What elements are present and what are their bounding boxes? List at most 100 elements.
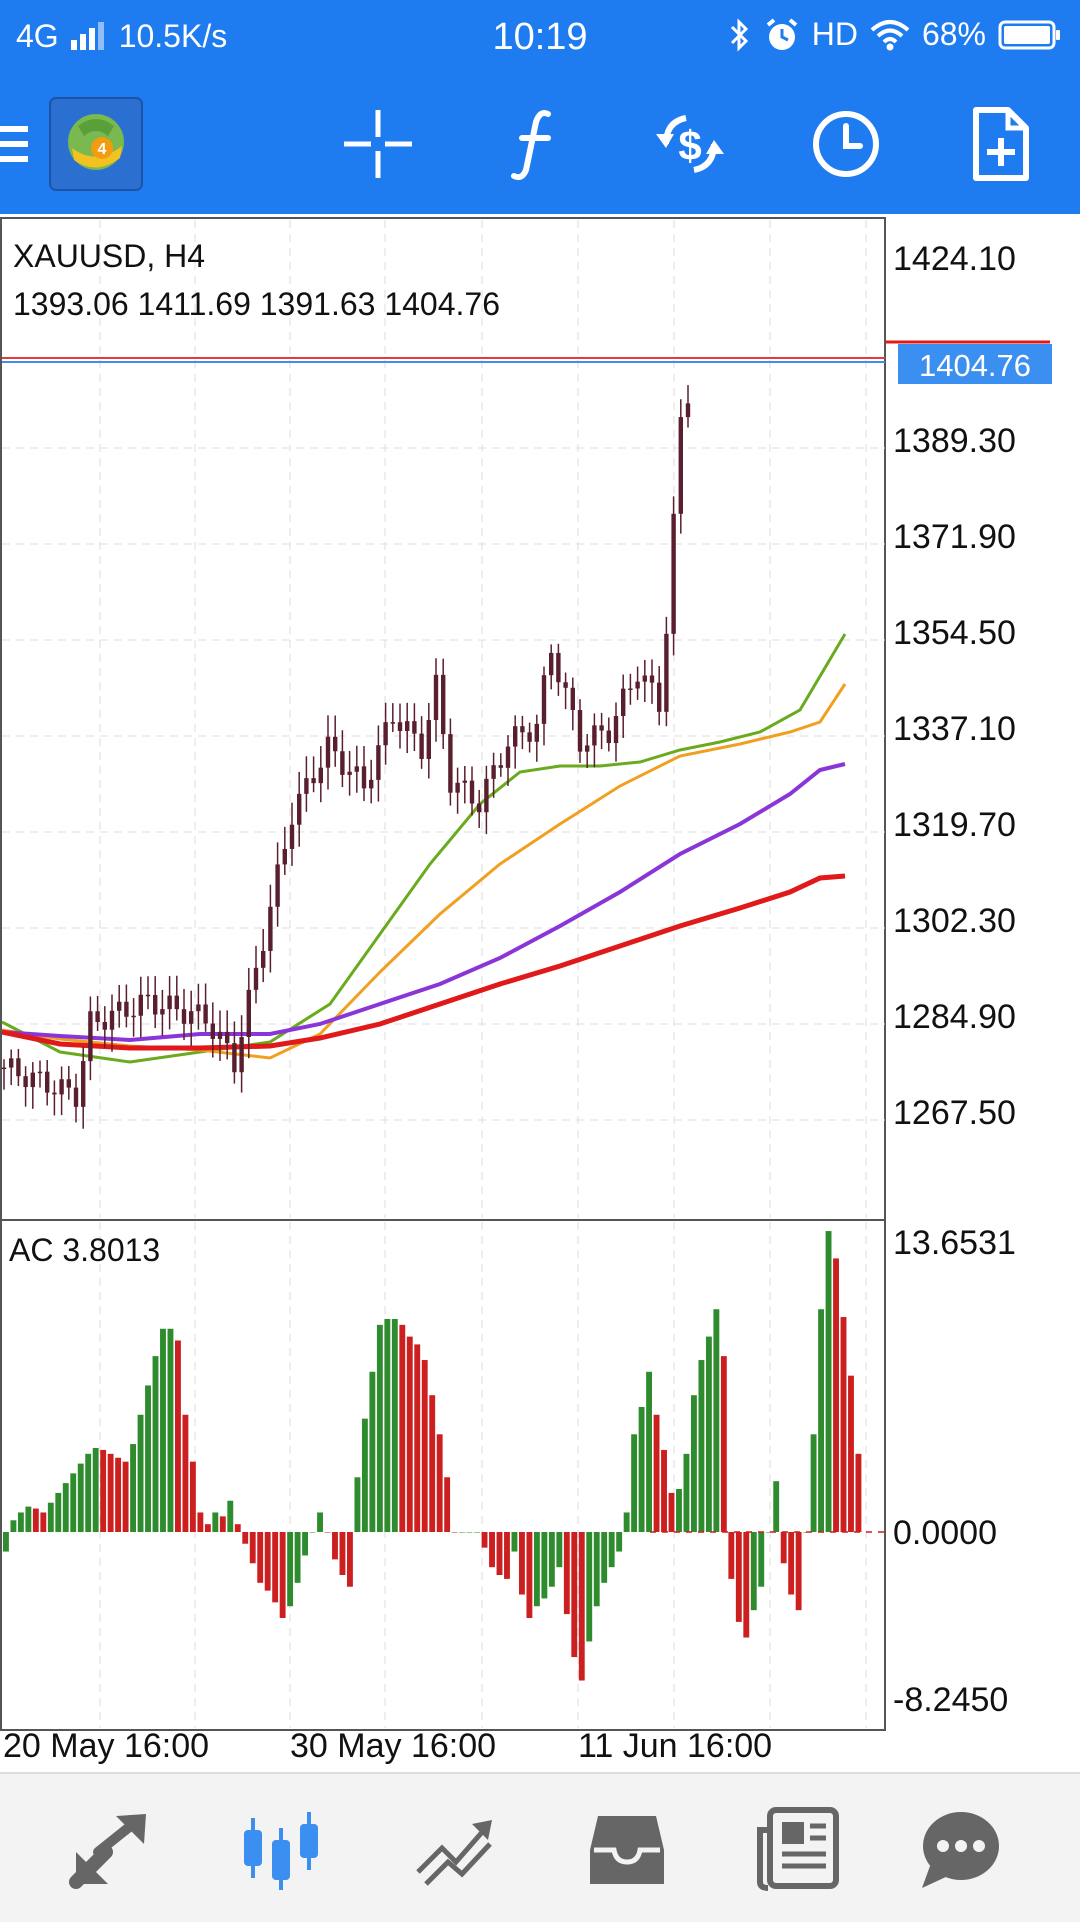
ac-bar: [294, 1532, 301, 1583]
candle-body: [621, 688, 626, 717]
ma-line: [1, 633, 847, 1064]
candle-body: [210, 1023, 215, 1039]
ac-bar: [347, 1532, 353, 1587]
candle-body: [9, 1058, 14, 1068]
ac-bar: [481, 1532, 488, 1548]
ac-bar: [788, 1532, 795, 1595]
candle-body: [145, 994, 151, 997]
ac-bar: [511, 1532, 518, 1552]
candle-body: [541, 675, 547, 724]
candle-body: [160, 1009, 165, 1015]
trade-icon[interactable]: [412, 1806, 498, 1892]
candle-body: [282, 848, 287, 865]
function-icon[interactable]: [496, 104, 576, 184]
price-tick: 1337.10: [893, 710, 1016, 748]
status-left: 4G 10.5K/s: [16, 18, 227, 55]
ac-bar: [496, 1532, 503, 1575]
news-icon[interactable]: [756, 1806, 842, 1892]
chat-icon[interactable]: [918, 1806, 1004, 1892]
ac-bar: [541, 1532, 548, 1599]
ac-bar: [780, 1532, 787, 1564]
ac-bar: [556, 1532, 563, 1568]
ac-bar: [646, 1371, 653, 1532]
candle-body: [527, 732, 532, 742]
candle-body: [577, 710, 583, 752]
ac-bar: [339, 1532, 346, 1575]
ac-bar: [309, 1532, 316, 1533]
chart-area[interactable]: 1404.76 XAUUSD, H4 1393.06 1411.69 1391.…: [0, 214, 1080, 1770]
ac-bar: [848, 1375, 854, 1532]
metatrader-logo[interactable]: 4: [48, 96, 144, 192]
price-chart[interactable]: 1404.76 XAUUSD, H4 1393.06 1411.69 1391.…: [0, 214, 1080, 1770]
candle-body: [73, 1087, 79, 1107]
candle-body: [685, 403, 691, 418]
ac-bar: [698, 1360, 705, 1532]
price-tick: 1371.90: [893, 518, 1016, 556]
ac-bar: [743, 1532, 750, 1638]
quotes-icon[interactable]: [68, 1806, 154, 1892]
ac-bar: [354, 1477, 361, 1532]
svg-text:4: 4: [98, 141, 107, 158]
grid-lines: [2, 220, 885, 1728]
ac-bar: [683, 1453, 690, 1532]
price-tick: 1389.30: [893, 422, 1016, 460]
candle-body: [657, 682, 662, 712]
ac-bar: [287, 1532, 294, 1607]
history-icon[interactable]: [584, 1806, 670, 1892]
ac-bar: [810, 1434, 817, 1532]
candle-body: [563, 682, 568, 688]
ac-bar: [332, 1532, 338, 1560]
ac-bar: [25, 1506, 32, 1532]
crosshair-icon[interactable]: [338, 104, 418, 184]
ac-bar: [152, 1356, 159, 1532]
ac-bar: [92, 1447, 99, 1532]
wifi-icon: [870, 19, 910, 50]
ac-bar: [818, 1309, 825, 1532]
candle-body: [311, 778, 316, 784]
candle-body: [513, 726, 518, 747]
network-speed: 10.5K/s: [118, 18, 228, 54]
candle-body: [203, 1004, 208, 1024]
current-price-tag: [898, 344, 1052, 384]
candle-body: [477, 803, 482, 813]
candle-body: [333, 736, 338, 752]
candle-body: [225, 1031, 230, 1044]
ac-bar: [705, 1336, 712, 1532]
ac-bar: [474, 1532, 481, 1533]
candle-body: [95, 1011, 100, 1023]
ac-bar: [175, 1340, 181, 1532]
ac-bar: [197, 1512, 204, 1532]
candle-body: [412, 721, 417, 734]
ac-bar: [137, 1414, 144, 1532]
ac-bar: [227, 1500, 234, 1532]
dollar-exchange-icon[interactable]: $: [650, 104, 730, 184]
clock-icon[interactable]: [806, 104, 886, 184]
indicator-axis: 13.6531 0.0000 -8.2450: [893, 1224, 1016, 1719]
price-tick: 1354.50: [893, 614, 1016, 652]
ac-bar: [10, 1520, 17, 1532]
candle-body: [196, 1004, 201, 1012]
new-document-icon[interactable]: [960, 104, 1040, 184]
time-label: 20 May 16:00: [3, 1727, 209, 1765]
candle-body: [81, 1061, 86, 1107]
ac-bar: [608, 1532, 615, 1568]
candle-body: [45, 1071, 50, 1093]
time-label: 11 Jun 16:00: [578, 1727, 772, 1765]
indicator-tick: 13.6531: [893, 1224, 1016, 1262]
candle-body: [253, 967, 259, 990]
candle-body: [534, 723, 539, 742]
ma-line: [1, 762, 846, 1043]
menu-icon[interactable]: [0, 104, 34, 184]
ac-bar: [414, 1344, 421, 1532]
candle-body: [239, 1036, 244, 1073]
candle-body: [52, 1092, 57, 1095]
chart-icon[interactable]: [238, 1806, 324, 1892]
ac-bar: [189, 1461, 196, 1532]
candle-body: [599, 725, 604, 731]
ac-bar: [773, 1481, 780, 1532]
bluetooth-icon: [730, 17, 748, 52]
candle-body: [642, 675, 647, 682]
candle-body: [261, 950, 266, 968]
candle-body: [246, 989, 251, 1037]
price-tick: 1284.90: [893, 998, 1016, 1036]
